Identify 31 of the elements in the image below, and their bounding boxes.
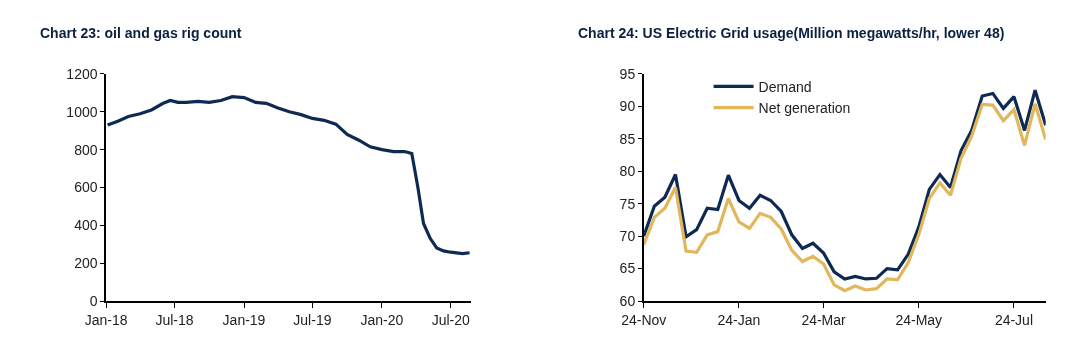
legend-label: Net generation (758, 100, 851, 117)
chart-title: Chart 23: oil and gas rig count (40, 25, 242, 41)
legend-label: Demand (758, 78, 812, 95)
y-tick-label: 800 (74, 141, 98, 158)
x-tick-label: Jan-18 (84, 311, 128, 328)
x-tick-label: 24-Jan (717, 311, 761, 328)
y-tick-label: 60 (619, 292, 636, 309)
y-tick-label: 70 (619, 228, 636, 245)
chart-title: Chart 24: US Electric Grid usage(Million megawatts/hr, lower 48) (578, 25, 1005, 41)
x-tick-label: Jul-20 (431, 311, 470, 328)
y-tick-label: 65 (619, 260, 636, 277)
x-tick-label: Jan-20 (360, 311, 404, 328)
y-tick-label: 95 (619, 65, 636, 82)
y-tick-label: 200 (74, 255, 98, 272)
y-tick-label: 90 (619, 98, 636, 115)
x-tick-label: 24-May (895, 311, 943, 328)
y-tick-label: 80 (619, 163, 636, 180)
y-tick-label: 400 (74, 217, 98, 234)
y-tick-label: 600 (74, 179, 98, 196)
x-tick-label: Jul-19 (293, 311, 332, 328)
x-tick-label: 24-Jul (994, 311, 1034, 328)
y-tick-label: 85 (619, 130, 636, 147)
y-tick-label: 1200 (66, 65, 98, 82)
line-series (106, 95, 472, 256)
x-tick-label: Jan-19 (222, 311, 266, 328)
y-tick-label: 1000 (66, 103, 98, 120)
y-tick-label: 0 (89, 292, 98, 309)
y-tick-label: 75 (619, 195, 636, 212)
x-tick-label: Jul-18 (155, 311, 194, 328)
x-tick-label: 24-Mar (801, 311, 847, 328)
x-tick-label: 24-Nov (621, 311, 667, 328)
